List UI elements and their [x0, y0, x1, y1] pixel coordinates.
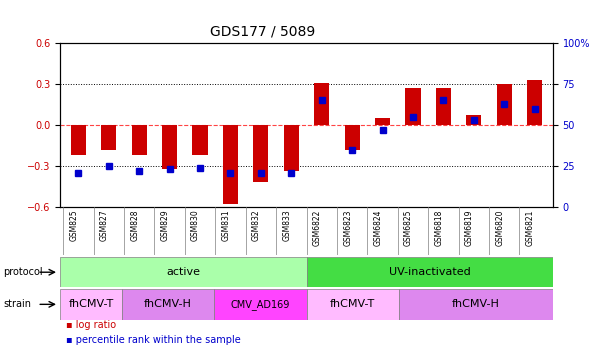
Bar — [436, 88, 451, 125]
Bar — [466, 115, 481, 125]
Bar — [162, 125, 177, 169]
Text: GSM830: GSM830 — [191, 210, 200, 241]
Text: UV-inactivated: UV-inactivated — [389, 267, 471, 277]
Text: strain: strain — [3, 299, 31, 310]
Text: GDS177 / 5089: GDS177 / 5089 — [210, 25, 316, 39]
Text: GSM6825: GSM6825 — [404, 210, 413, 246]
Text: GSM6819: GSM6819 — [465, 210, 474, 246]
Text: CMV_AD169: CMV_AD169 — [231, 299, 290, 310]
Text: ▪ log ratio: ▪ log ratio — [66, 320, 116, 330]
FancyBboxPatch shape — [60, 289, 122, 320]
Bar — [71, 125, 86, 155]
Text: active: active — [166, 267, 200, 277]
Text: GSM6821: GSM6821 — [526, 210, 535, 246]
Text: GSM6824: GSM6824 — [374, 210, 383, 246]
Bar — [284, 125, 299, 171]
Bar — [223, 125, 238, 204]
Bar — [132, 125, 147, 155]
Text: fhCMV-H: fhCMV-H — [452, 299, 500, 310]
Text: GSM828: GSM828 — [130, 210, 139, 241]
FancyBboxPatch shape — [307, 289, 399, 320]
Text: GSM825: GSM825 — [69, 210, 78, 241]
Text: fhCMV-T: fhCMV-T — [330, 299, 376, 310]
Text: protocol: protocol — [3, 267, 43, 277]
FancyBboxPatch shape — [307, 257, 553, 287]
FancyBboxPatch shape — [60, 257, 307, 287]
Text: GSM6822: GSM6822 — [313, 210, 322, 246]
Text: GSM6820: GSM6820 — [495, 210, 504, 246]
FancyBboxPatch shape — [399, 289, 553, 320]
Bar — [101, 125, 117, 150]
Bar — [253, 125, 269, 182]
Bar — [527, 80, 542, 125]
Bar — [496, 84, 512, 125]
FancyBboxPatch shape — [214, 289, 307, 320]
Bar — [344, 125, 360, 150]
Text: GSM827: GSM827 — [100, 210, 109, 241]
Text: GSM832: GSM832 — [252, 210, 261, 241]
Text: GSM6823: GSM6823 — [343, 210, 352, 246]
Text: GSM831: GSM831 — [221, 210, 230, 241]
Text: GSM829: GSM829 — [160, 210, 169, 241]
Bar — [375, 118, 390, 125]
Bar — [406, 88, 421, 125]
Bar — [192, 125, 207, 155]
Text: fhCMV-T: fhCMV-T — [69, 299, 114, 310]
Bar — [314, 82, 329, 125]
Text: fhCMV-H: fhCMV-H — [144, 299, 192, 310]
Text: GSM6818: GSM6818 — [435, 210, 444, 246]
Text: GSM833: GSM833 — [282, 210, 291, 241]
Text: ▪ percentile rank within the sample: ▪ percentile rank within the sample — [66, 335, 241, 345]
FancyBboxPatch shape — [122, 289, 214, 320]
